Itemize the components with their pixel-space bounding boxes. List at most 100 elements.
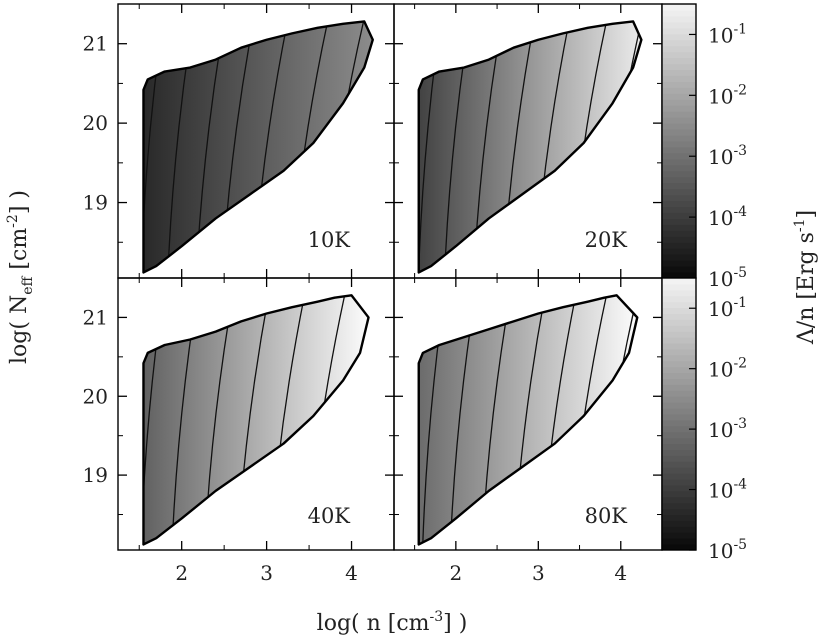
panel-ticks bbox=[394, 4, 662, 278]
colorbar-band bbox=[662, 502, 696, 510]
colorbar-band bbox=[662, 443, 696, 450]
colorbar-band bbox=[662, 99, 696, 106]
colorbar-band bbox=[662, 212, 696, 219]
colorbar-tick-exponent: -2 bbox=[733, 356, 747, 372]
colorbar-tick-exponent: -3 bbox=[733, 416, 747, 432]
colorbar-band bbox=[662, 123, 696, 130]
colorbar-band bbox=[662, 75, 696, 82]
colorbar-tick-base: 10 bbox=[708, 145, 733, 169]
colorbar-band bbox=[662, 544, 696, 551]
y-axis-title-mid: [cm bbox=[7, 228, 32, 277]
colorbar-band bbox=[662, 419, 696, 427]
colorbar-band bbox=[662, 496, 696, 504]
colorbar-band bbox=[662, 337, 696, 344]
colorbar-band bbox=[662, 313, 696, 320]
colorbar-band bbox=[662, 57, 696, 65]
colorbar-band bbox=[662, 188, 696, 196]
colorbar-band bbox=[662, 218, 696, 225]
colorbar-band bbox=[662, 69, 696, 76]
colorbar-band bbox=[662, 200, 696, 208]
y-tick-label: 20 bbox=[83, 111, 108, 135]
colorbar-tick-base: 10 bbox=[708, 539, 733, 563]
ticks-layer: 19 20 21 19 20 21 2 3 4 2 3 4 bbox=[83, 4, 662, 585]
colorbar-band bbox=[662, 9, 696, 17]
colorbar-tick-base: 10 bbox=[708, 297, 733, 321]
colorbar-band bbox=[662, 384, 696, 391]
y-axis-title-exp: -2 bbox=[5, 214, 21, 228]
colorbar-band bbox=[662, 283, 696, 291]
region-outline bbox=[142, 294, 370, 546]
colorbar-tick-base: 10 bbox=[708, 23, 733, 47]
data-region bbox=[143, 295, 369, 545]
panel-10k bbox=[117, 3, 395, 279]
colorbar-band bbox=[662, 21, 696, 29]
x-tick-label: 3 bbox=[532, 561, 545, 585]
colorbar-tick-base: 10 bbox=[708, 479, 733, 503]
y-tick-label: 21 bbox=[83, 32, 108, 56]
colorbar-band bbox=[662, 63, 696, 71]
colorbar-band bbox=[662, 236, 696, 243]
y-tick-label: 21 bbox=[83, 305, 108, 329]
panels-layer bbox=[117, 3, 663, 551]
x-tick-label: 4 bbox=[345, 561, 358, 585]
colorbar-band bbox=[662, 372, 696, 380]
colorbar-band bbox=[662, 4, 696, 11]
y-axis-title: log( Neff [cm-2] ) bbox=[5, 190, 36, 364]
colorbar-band bbox=[662, 87, 696, 94]
colorbar-band bbox=[662, 514, 696, 521]
region-outline bbox=[417, 294, 639, 546]
panel-ticks bbox=[394, 278, 662, 550]
colorbar-tick-exponent: -2 bbox=[733, 82, 747, 98]
colorbar-band bbox=[662, 508, 696, 516]
colorbar-title-main: Λ/n [Erg s bbox=[794, 232, 819, 345]
colorbar-band bbox=[662, 51, 696, 59]
colorbar-band bbox=[662, 289, 696, 297]
colorbar-tick-label: 10-5 bbox=[708, 265, 747, 291]
colorbar-band bbox=[662, 242, 696, 249]
y-tick-label: 19 bbox=[83, 191, 108, 215]
colorbar-band bbox=[662, 360, 696, 368]
colorbar-band bbox=[662, 254, 696, 261]
colorbar-band bbox=[662, 105, 696, 112]
x-axis-title-main: log( n [cm bbox=[317, 611, 430, 636]
colorbar-tick-base: 10 bbox=[708, 358, 733, 382]
colorbar-band bbox=[662, 319, 696, 326]
colorbar-band bbox=[662, 266, 696, 273]
colorbar-band bbox=[662, 170, 696, 178]
colorbar-tick-exponent: -4 bbox=[733, 477, 747, 493]
colorbar-band bbox=[662, 39, 696, 47]
colorbar-band bbox=[662, 158, 696, 166]
colorbar-band bbox=[662, 490, 696, 498]
data-region bbox=[418, 21, 642, 273]
colorbar-tick-label: 10-1 bbox=[708, 21, 747, 47]
region-outline bbox=[417, 20, 643, 274]
x-axis-title-exp: -3 bbox=[430, 609, 444, 625]
colorbar-band bbox=[662, 260, 696, 267]
colorbar-band bbox=[662, 402, 696, 409]
x-tick-label: 2 bbox=[449, 561, 462, 585]
colorbar-band bbox=[662, 146, 696, 154]
x-tick-label: 2 bbox=[175, 561, 188, 585]
colorbar-tick-base: 10 bbox=[708, 84, 733, 108]
colorbar-band bbox=[662, 93, 696, 100]
colorbar-band bbox=[662, 484, 696, 492]
colorbar-band bbox=[662, 176, 696, 184]
colorbar-band bbox=[662, 526, 696, 533]
colorbar-band bbox=[662, 473, 696, 480]
y-axis-title-main: log( N bbox=[7, 295, 32, 364]
colorbar-tick-label: 10-2 bbox=[708, 356, 747, 382]
colorbar-band bbox=[662, 182, 696, 190]
x-axis-title: log( n [cm-3] ) bbox=[317, 609, 468, 636]
colorbar-band bbox=[662, 15, 696, 23]
colorbars-layer: 10-110-210-310-410-510-110-210-310-410-5 bbox=[661, 3, 747, 563]
colorbar-band bbox=[662, 467, 696, 474]
colorbar-band bbox=[662, 117, 696, 124]
colorbar-band bbox=[662, 354, 696, 362]
colorbar-band bbox=[662, 431, 696, 439]
panel-label-10k: 10K bbox=[308, 228, 351, 252]
panel-label-40k: 40K bbox=[308, 504, 351, 528]
colorbar-band bbox=[662, 272, 696, 279]
colorbar-tick-label: 10-3 bbox=[708, 143, 747, 169]
colorbar-band bbox=[662, 224, 696, 231]
colorbar-band bbox=[662, 331, 696, 338]
